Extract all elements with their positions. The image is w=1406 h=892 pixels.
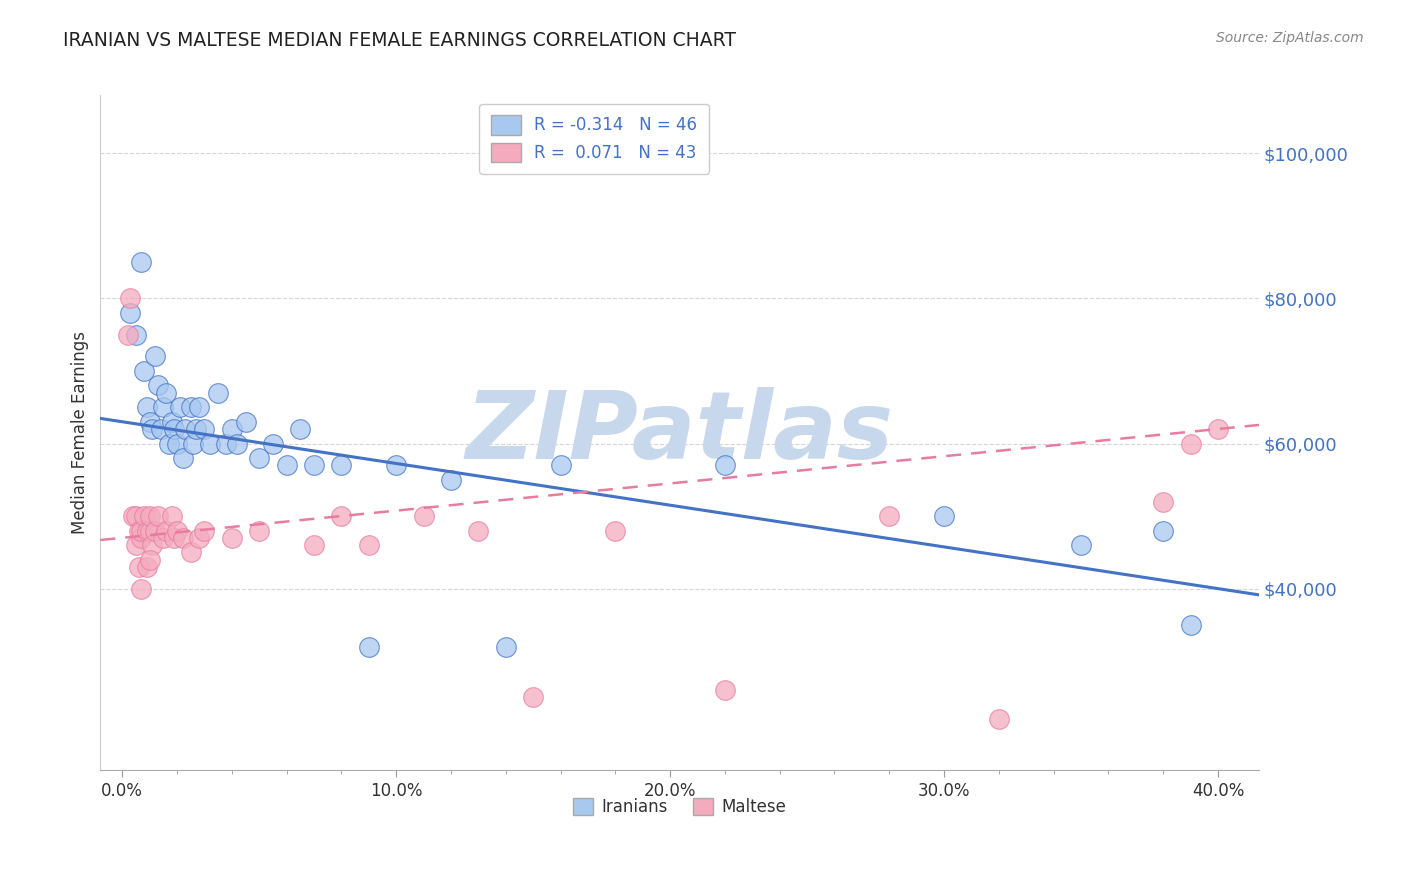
- Legend: Iranians, Maltese: Iranians, Maltese: [567, 791, 793, 822]
- Y-axis label: Median Female Earnings: Median Female Earnings: [72, 331, 89, 534]
- Point: [188, 401, 211, 415]
- Point: [169, 401, 191, 415]
- Point: [128, 559, 150, 574]
- Point: [157, 436, 180, 450]
- Point: [152, 401, 174, 415]
- Point: [440, 473, 463, 487]
- Point: [193, 422, 215, 436]
- Point: [180, 401, 202, 415]
- Point: [166, 436, 188, 450]
- Point: [146, 509, 169, 524]
- Point: [330, 458, 353, 473]
- Point: [131, 531, 153, 545]
- Point: [235, 415, 257, 429]
- Text: Source: ZipAtlas.com: Source: ZipAtlas.com: [1216, 31, 1364, 45]
- Point: [155, 524, 177, 538]
- Point: [1070, 538, 1092, 552]
- Point: [183, 436, 205, 450]
- Point: [125, 538, 148, 552]
- Point: [1180, 618, 1202, 632]
- Point: [247, 524, 270, 538]
- Point: [134, 364, 156, 378]
- Point: [160, 509, 183, 524]
- Point: [522, 690, 544, 705]
- Point: [141, 422, 163, 436]
- Point: [143, 350, 166, 364]
- Point: [174, 422, 197, 436]
- Point: [495, 640, 517, 654]
- Point: [135, 559, 157, 574]
- Point: [198, 436, 221, 450]
- Point: [290, 422, 312, 436]
- Point: [125, 509, 148, 524]
- Point: [385, 458, 408, 473]
- Point: [138, 415, 160, 429]
- Point: [160, 415, 183, 429]
- Point: [714, 683, 737, 698]
- Point: [135, 401, 157, 415]
- Point: [146, 378, 169, 392]
- Point: [226, 436, 249, 450]
- Point: [247, 450, 270, 465]
- Point: [117, 327, 139, 342]
- Text: IRANIAN VS MALTESE MEDIAN FEMALE EARNINGS CORRELATION CHART: IRANIAN VS MALTESE MEDIAN FEMALE EARNING…: [63, 31, 737, 50]
- Point: [125, 327, 148, 342]
- Point: [221, 422, 243, 436]
- Point: [987, 712, 1010, 726]
- Point: [134, 509, 156, 524]
- Point: [135, 524, 157, 538]
- Point: [1152, 524, 1174, 538]
- Point: [221, 531, 243, 545]
- Point: [172, 450, 194, 465]
- Point: [186, 422, 208, 436]
- Point: [302, 458, 325, 473]
- Point: [550, 458, 572, 473]
- Point: [155, 385, 177, 400]
- Point: [131, 582, 153, 596]
- Point: [120, 292, 142, 306]
- Point: [932, 509, 955, 524]
- Point: [262, 436, 284, 450]
- Point: [122, 509, 145, 524]
- Point: [138, 509, 160, 524]
- Point: [149, 422, 172, 436]
- Point: [302, 538, 325, 552]
- Point: [163, 531, 186, 545]
- Point: [131, 255, 153, 269]
- Point: [141, 538, 163, 552]
- Point: [120, 306, 142, 320]
- Point: [138, 524, 160, 538]
- Point: [357, 640, 380, 654]
- Point: [188, 531, 211, 545]
- Point: [163, 422, 186, 436]
- Point: [1206, 422, 1229, 436]
- Point: [128, 524, 150, 538]
- Point: [152, 531, 174, 545]
- Point: [877, 509, 900, 524]
- Point: [1180, 436, 1202, 450]
- Point: [143, 524, 166, 538]
- Point: [412, 509, 434, 524]
- Point: [180, 545, 202, 559]
- Point: [330, 509, 353, 524]
- Point: [467, 524, 489, 538]
- Point: [166, 524, 188, 538]
- Point: [714, 458, 737, 473]
- Point: [131, 524, 153, 538]
- Point: [172, 531, 194, 545]
- Point: [276, 458, 298, 473]
- Point: [207, 385, 229, 400]
- Point: [1152, 494, 1174, 508]
- Point: [193, 524, 215, 538]
- Point: [138, 552, 160, 566]
- Point: [357, 538, 380, 552]
- Point: [605, 524, 627, 538]
- Point: [215, 436, 238, 450]
- Text: ZIPatlas: ZIPatlas: [465, 386, 894, 479]
